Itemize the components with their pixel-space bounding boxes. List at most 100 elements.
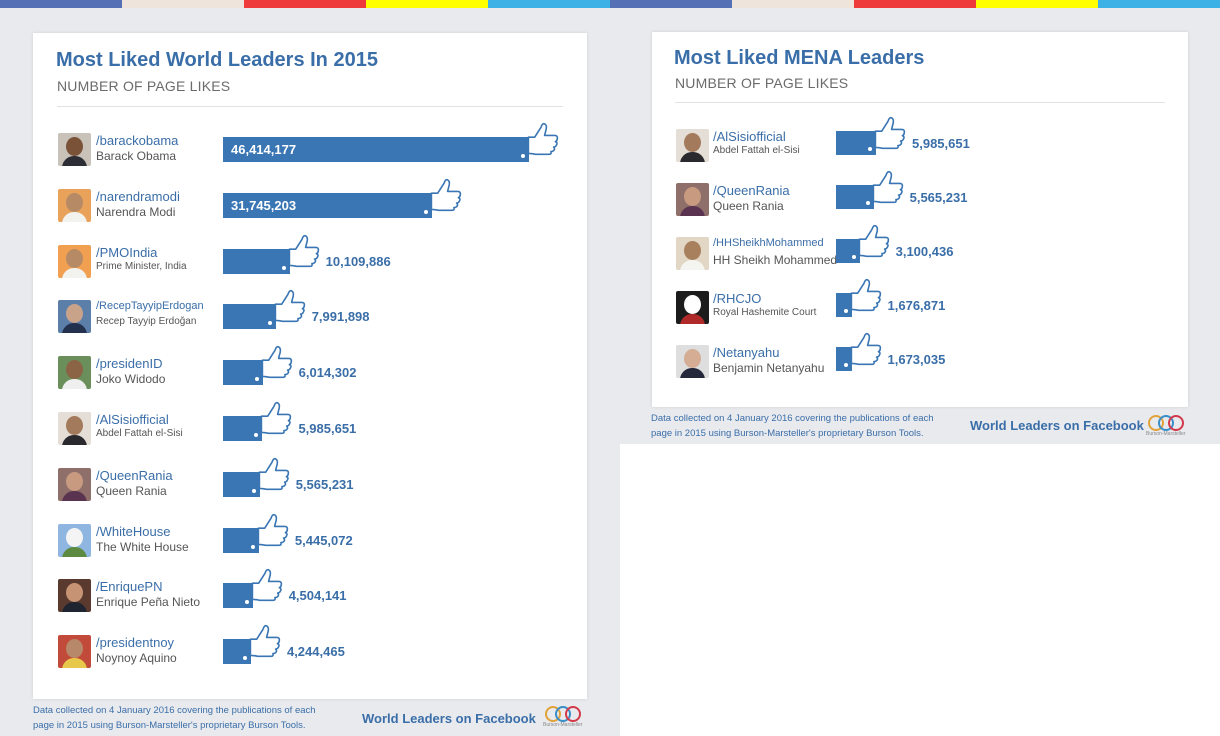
avatar-body <box>62 379 87 390</box>
stripe-segment <box>488 0 610 8</box>
likes-bar <box>223 137 529 162</box>
bar-dot <box>868 147 872 151</box>
pmo-india-photo <box>58 244 91 278</box>
leader-name: HH Sheikh Mohammed <box>713 253 838 267</box>
leader-name: Joko Widodo <box>96 372 166 387</box>
avatar-face <box>66 527 83 547</box>
thumbs-up-icon <box>846 277 882 318</box>
bar-dot <box>254 433 259 437</box>
bar-dot <box>843 309 848 313</box>
thumbs-up-icon <box>253 512 289 553</box>
stripe-segment <box>976 0 1098 8</box>
bar-dot <box>521 154 525 158</box>
page-handle: /WhiteHouse <box>96 523 171 539</box>
burson-marsteller-logo: Burson-Marsteller <box>543 704 585 730</box>
modi-photo <box>58 188 91 222</box>
stripe-segment <box>122 0 244 8</box>
top-color-stripe <box>0 0 1220 8</box>
thumbs-up-icon <box>846 331 882 372</box>
likes-value-label: 46,414,177 <box>231 142 297 157</box>
avatar-face <box>66 360 83 380</box>
bar-dot <box>244 600 249 605</box>
leader-name: Abdel Fattah el-Sisi <box>713 145 800 156</box>
chart-subtitle: NUMBER OF PAGE LIKES <box>57 78 231 94</box>
avatar-body <box>62 156 87 166</box>
thumbs-up-icon <box>254 456 290 497</box>
likes-value-label: 5,565,231 <box>295 476 354 492</box>
stripe-segment <box>244 0 366 8</box>
sheikh-mohammed-photo <box>676 237 709 270</box>
logo-text: Burson-Marsteller <box>543 722 583 728</box>
avatar-face <box>66 248 83 268</box>
avatar-body <box>62 602 87 613</box>
leader-name: The White House <box>96 539 189 554</box>
avatar-face <box>66 471 83 491</box>
likes-value-label: 5,985,651 <box>912 136 970 151</box>
data-source-note: Data collected on 4 January 2016 coverin… <box>33 705 316 731</box>
avatar-face <box>66 416 83 435</box>
stripe-segment <box>1098 0 1220 8</box>
chart-subtitle: NUMBER OF PAGE LIKES <box>675 75 849 91</box>
page-handle: /barackobama <box>96 133 179 148</box>
likes-bar <box>836 131 876 155</box>
stripe-segment <box>732 0 854 8</box>
stripe-segment <box>854 0 976 8</box>
divider <box>675 102 1165 103</box>
page-handle: /EnriquePN <box>96 579 163 595</box>
likes-value-label: 3,100,436 <box>895 244 954 259</box>
avatar-body <box>62 435 87 445</box>
avatar-body <box>680 206 705 216</box>
queen-rania-photo <box>676 183 709 216</box>
sisi-photo <box>58 412 91 445</box>
queen-rania-photo <box>58 467 91 501</box>
thumbs-up-icon <box>270 288 306 329</box>
leader-name: Noynoy Aquino <box>96 651 177 666</box>
likes-bar <box>836 293 852 317</box>
likes-bar <box>223 360 263 386</box>
page-handle: /RHCJO <box>713 291 762 306</box>
avatar-face <box>66 304 83 324</box>
likes-value-label: 31,745,203 <box>231 197 297 213</box>
likes-bar <box>223 471 260 497</box>
bar-dot <box>242 656 247 661</box>
avatar-face <box>684 241 701 260</box>
stripe-segment <box>0 0 122 8</box>
aquino-photo <box>58 635 91 669</box>
thumbs-up-icon <box>426 177 462 218</box>
logo-text: Burson-Marsteller <box>1146 431 1186 437</box>
avatar-body <box>680 368 705 378</box>
thumbs-up-icon <box>245 623 281 664</box>
avatar-face <box>684 133 701 152</box>
avatar-face <box>684 295 701 314</box>
widodo-photo <box>58 356 91 390</box>
page-handle: /QueenRania <box>713 183 790 198</box>
leader-name: Benjamin Netanyahu <box>713 361 825 375</box>
likes-bar <box>223 416 263 441</box>
bar-dot <box>267 321 272 326</box>
likes-value-label: 4,504,141 <box>288 588 347 604</box>
netanyahu-photo <box>676 345 709 378</box>
sisi-photo <box>676 129 709 162</box>
leader-name: Queen Rania <box>96 483 167 498</box>
leader-name: Enrique Peña Nieto <box>96 595 201 610</box>
likes-value-label: 5,565,231 <box>909 190 968 205</box>
thumbs-up-icon <box>523 121 559 162</box>
likes-bar <box>223 583 253 609</box>
leader-name: Royal Hashemite Court <box>713 307 817 318</box>
bar-dot <box>281 265 286 270</box>
likes-bar <box>223 248 290 274</box>
avatar-body <box>680 260 705 270</box>
stripe-segment <box>610 0 732 8</box>
avatar-body <box>62 490 87 501</box>
thumbs-up-icon <box>284 233 320 274</box>
white-house-photo <box>58 523 91 557</box>
erdogan-photo <box>58 300 91 334</box>
footer-brand: World Leaders on Facebook <box>362 711 536 726</box>
bar-dot <box>865 201 870 205</box>
pena-nieto-photo <box>58 579 91 613</box>
page-handle: /QueenRania <box>96 467 173 483</box>
avatar-face <box>684 349 701 368</box>
avatar-face <box>684 187 701 206</box>
leader-name: Prime Minister, India <box>96 260 187 272</box>
avatar-body <box>62 267 87 278</box>
